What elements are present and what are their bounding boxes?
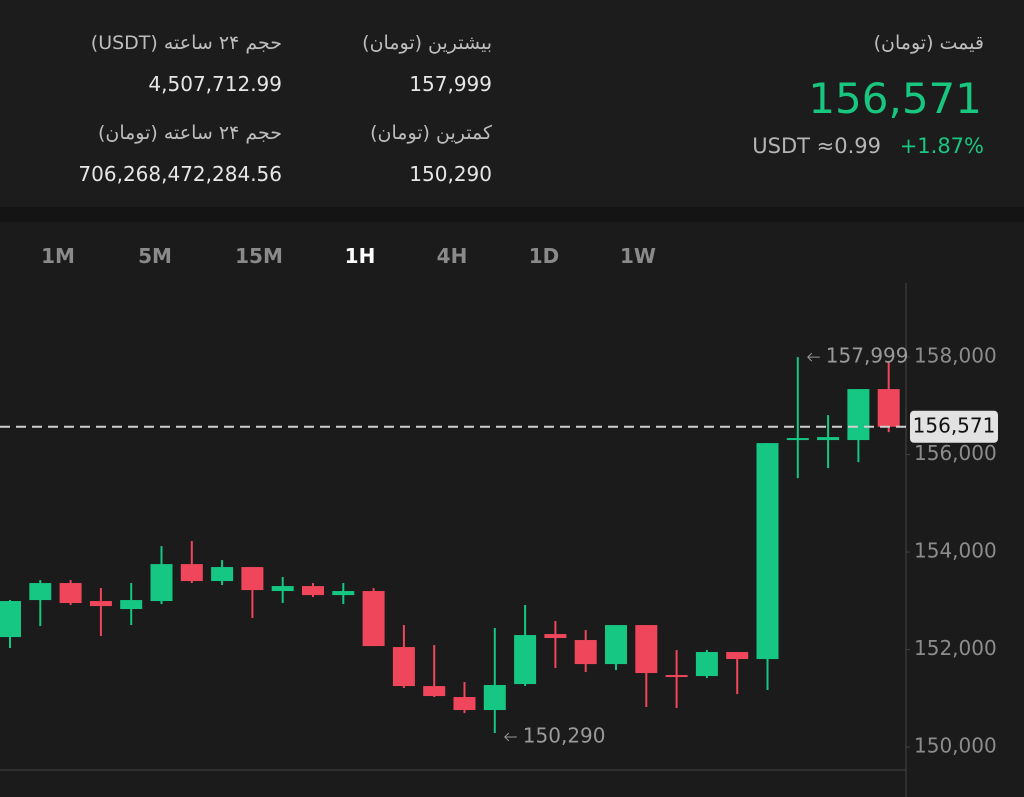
candle-body bbox=[362, 591, 385, 647]
timeframe-tab[interactable]: 1H bbox=[344, 244, 376, 268]
candle-body bbox=[302, 586, 324, 596]
y-tick-label: 156,000 bbox=[914, 441, 997, 465]
vol-usdt-label: حجم ۲۴ ساعته (USDT) bbox=[90, 32, 282, 54]
candle-body bbox=[483, 685, 506, 711]
max-label: 157,999 bbox=[826, 344, 909, 368]
market-header: قیمت (تومان) 156,571 +1.87% USDT ≈0.99 ب… bbox=[0, 0, 1024, 207]
timeframe-tab[interactable]: 1D bbox=[528, 244, 560, 268]
candle-body bbox=[332, 591, 355, 596]
timeframe-tab[interactable]: 1M bbox=[41, 244, 75, 268]
candle-body bbox=[120, 600, 143, 610]
timeframe-tab[interactable]: 5M bbox=[138, 244, 172, 268]
candle-body bbox=[271, 586, 294, 592]
usdt-price: USDT ≈0.99 bbox=[752, 134, 881, 158]
candle-body bbox=[59, 583, 82, 604]
min-label: 150,290 bbox=[523, 723, 606, 747]
high-label: بیشترین (تومان) bbox=[362, 32, 492, 54]
change: +1.87% bbox=[899, 134, 984, 158]
candle-body bbox=[817, 437, 840, 441]
timeframe-tab[interactable]: 15M bbox=[235, 244, 283, 268]
y-tick-label: 158,000 bbox=[914, 344, 997, 368]
candle-body bbox=[150, 564, 173, 602]
y-tick-label: 150,000 bbox=[914, 734, 997, 758]
low: 150,290 bbox=[409, 162, 492, 186]
vol-toman: 706,268,472,284.56 bbox=[78, 162, 282, 186]
candle-body bbox=[847, 389, 870, 441]
min-arrow bbox=[504, 732, 517, 742]
price: 156,571 bbox=[808, 74, 982, 123]
candle-body bbox=[392, 647, 415, 687]
price-tag: 156,571 bbox=[913, 413, 996, 437]
price-label: قیمت (تومان) bbox=[873, 32, 984, 54]
candle-body bbox=[605, 625, 627, 665]
candle-body bbox=[877, 389, 900, 427]
max-arrow bbox=[807, 352, 820, 362]
candle-body bbox=[726, 652, 749, 660]
high: 157,999 bbox=[409, 72, 492, 96]
candle-body bbox=[211, 567, 234, 582]
candle-body bbox=[544, 634, 567, 639]
candle-body bbox=[574, 640, 597, 665]
timeframe-tab[interactable]: 1W bbox=[620, 244, 656, 268]
candle-body bbox=[514, 635, 537, 685]
candle-body bbox=[635, 625, 658, 674]
candle-chart: 150,000 152,000 154,000 156,000 158,000157,9… bbox=[0, 283, 998, 797]
chart-panel: 1M 5M 15M 1H 4H 1D 1W 150,000 152,000 154,000 156… bbox=[0, 222, 1024, 797]
low-label: کمترین (تومان) bbox=[370, 122, 492, 144]
timeframe-tab[interactable]: 4H bbox=[436, 244, 468, 268]
candle-body bbox=[695, 652, 718, 677]
candle-body bbox=[423, 686, 446, 697]
candle-body bbox=[756, 443, 779, 660]
y-tick-label: 154,000 bbox=[914, 539, 997, 563]
vol-toman-label: حجم ۲۴ ساعته (تومان) bbox=[97, 122, 282, 144]
candle-body bbox=[0, 601, 21, 638]
candle-body bbox=[665, 675, 688, 678]
candle-body bbox=[180, 564, 203, 582]
price-tag-bg bbox=[910, 410, 998, 443]
candle-body bbox=[453, 697, 476, 711]
candle-body bbox=[786, 438, 809, 441]
candle-body bbox=[241, 567, 264, 591]
y-tick-label: 152,000 bbox=[914, 636, 997, 660]
vol-usdt: 4,507,712.99 bbox=[148, 72, 282, 96]
candle-body bbox=[89, 601, 112, 607]
candle-body bbox=[29, 583, 52, 601]
